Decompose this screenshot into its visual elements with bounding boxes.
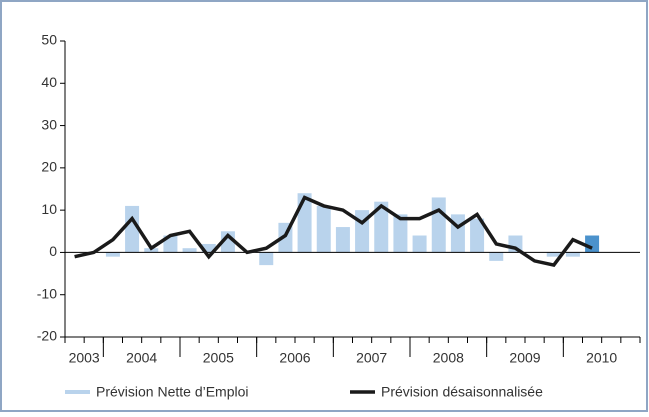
bar <box>335 227 350 253</box>
x-tick-label: 2003 <box>69 350 100 366</box>
y-tick-label: 50 <box>41 32 57 48</box>
bar <box>393 214 408 253</box>
x-tick-label: 2007 <box>356 350 387 366</box>
bar <box>431 197 446 253</box>
bar <box>450 214 465 253</box>
bar <box>182 248 197 253</box>
bar <box>125 205 140 253</box>
y-tick-label: -10 <box>37 285 57 301</box>
bar <box>316 205 331 253</box>
bar <box>105 252 120 257</box>
x-tick-label: 2009 <box>509 350 540 366</box>
bar <box>585 235 600 253</box>
y-tick-label: 40 <box>41 74 57 90</box>
bar <box>565 252 580 257</box>
bar <box>470 218 485 253</box>
y-tick-label: -20 <box>37 328 57 344</box>
x-tick-label: 2008 <box>433 350 464 366</box>
bar <box>297 193 312 253</box>
bar <box>546 252 561 257</box>
bar <box>412 235 427 253</box>
bar <box>489 252 504 261</box>
x-tick-label: 2005 <box>203 350 234 366</box>
y-tick-label: 20 <box>41 159 57 175</box>
legend-label: Prévision désaisonnalisée <box>381 384 543 400</box>
x-tick-label: 2004 <box>126 350 157 366</box>
legend-label: Prévision Nette d’Emploi <box>96 384 249 400</box>
bar <box>201 243 216 253</box>
bar <box>374 201 389 253</box>
y-tick-label: 10 <box>41 201 57 217</box>
x-tick-label: 2010 <box>586 350 617 366</box>
y-tick-label: 0 <box>49 243 57 259</box>
line <box>74 195 593 268</box>
y-tick-label: 30 <box>41 116 57 132</box>
x-tick-label: 2006 <box>279 350 310 366</box>
bar <box>259 252 274 266</box>
